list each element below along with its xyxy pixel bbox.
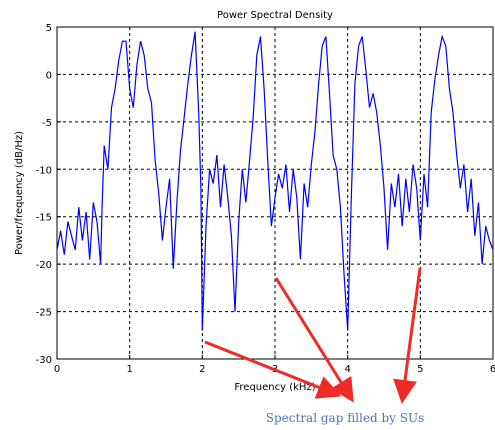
y-tick-label: -20 xyxy=(36,260,52,271)
x-axis-label: Frequency (kHz) xyxy=(234,382,315,393)
y-tick-label: 5 xyxy=(46,23,52,34)
annotation-text: Spectral gap filled by SUs xyxy=(266,411,424,425)
x-tick-label: 5 xyxy=(417,364,423,375)
annotation-arrow xyxy=(393,267,422,404)
psd-series-line xyxy=(56,31,494,331)
annotation-arrow xyxy=(274,277,354,403)
y-tick-label: -15 xyxy=(36,213,52,224)
chart-title: Power Spectral Density xyxy=(217,10,333,21)
annotation-arrows xyxy=(204,267,422,404)
x-tick-label: 1 xyxy=(126,364,132,375)
y-tick-labels: -30 -25 -20 -15 -10 -5 0 5 xyxy=(36,23,52,366)
annotation-arrow xyxy=(204,340,342,399)
y-axis-label: Power/frequency (dB/Hz) xyxy=(14,131,25,255)
x-tick-label: 2 xyxy=(199,364,205,375)
axis-ticks xyxy=(56,26,494,360)
y-tick-label: -30 xyxy=(36,355,52,366)
x-tick-label: 6 xyxy=(490,364,495,375)
x-tick-label: 0 xyxy=(54,364,60,375)
y-tick-label: -10 xyxy=(36,165,52,176)
y-tick-label: -25 xyxy=(36,308,52,319)
y-tick-label: 0 xyxy=(46,70,52,81)
x-tick-label: 4 xyxy=(344,364,350,375)
y-tick-label: -5 xyxy=(42,118,52,129)
